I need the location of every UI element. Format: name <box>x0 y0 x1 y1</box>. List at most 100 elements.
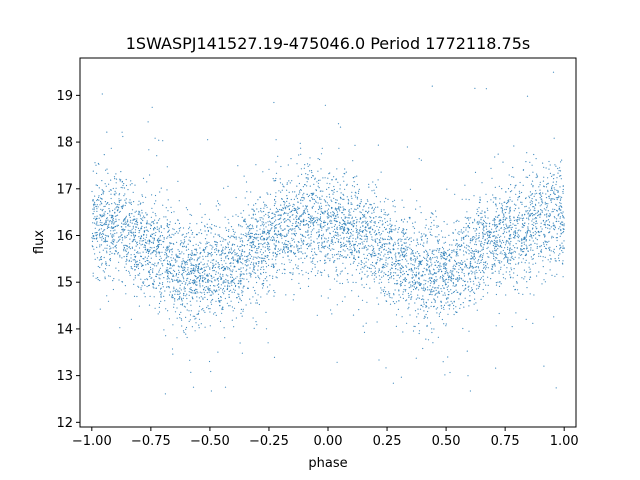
data-point <box>412 252 414 254</box>
data-point <box>421 304 423 306</box>
data-point <box>473 291 475 293</box>
data-point <box>201 271 204 274</box>
data-point <box>500 266 502 268</box>
data-point <box>111 214 113 217</box>
data-point <box>232 235 234 237</box>
data-point <box>518 219 520 221</box>
data-point <box>493 263 496 265</box>
data-point <box>528 262 530 264</box>
data-point <box>279 218 281 220</box>
data-point <box>232 230 235 232</box>
data-point <box>344 267 346 269</box>
data-point <box>369 203 371 205</box>
data-point <box>314 221 316 223</box>
data-point <box>289 182 291 184</box>
data-point <box>260 273 262 275</box>
data-point <box>319 217 321 219</box>
data-point <box>209 308 211 310</box>
data-point <box>503 241 505 243</box>
data-point <box>490 199 492 201</box>
data-point <box>559 235 561 237</box>
data-point <box>276 269 278 271</box>
data-point <box>116 232 118 234</box>
data-point <box>480 217 482 219</box>
data-point <box>280 235 282 237</box>
data-point <box>470 281 472 283</box>
data-point <box>125 217 127 219</box>
data-point <box>188 310 190 312</box>
data-point <box>475 278 477 280</box>
data-point <box>383 248 385 250</box>
data-point <box>492 272 494 274</box>
data-point <box>248 272 250 274</box>
data-point <box>383 238 385 240</box>
data-point <box>533 195 535 197</box>
data-point <box>299 287 301 289</box>
data-point <box>543 234 545 236</box>
data-point <box>141 209 143 211</box>
data-point <box>331 220 333 222</box>
data-point <box>295 255 297 257</box>
data-point <box>194 291 196 293</box>
data-point <box>177 180 179 182</box>
data-point <box>362 325 364 327</box>
data-point <box>270 228 272 230</box>
data-point <box>300 245 302 247</box>
data-point <box>266 286 269 288</box>
data-point <box>518 253 520 255</box>
data-point <box>426 242 428 244</box>
data-point <box>122 204 124 206</box>
data-point <box>510 269 513 271</box>
data-point <box>394 225 396 227</box>
data-point <box>447 301 449 303</box>
data-point <box>460 277 462 279</box>
data-point <box>179 296 181 298</box>
data-point <box>366 230 368 232</box>
data-point <box>262 271 265 274</box>
data-point <box>200 261 202 263</box>
data-point <box>531 180 534 182</box>
data-point <box>523 278 525 280</box>
data-point <box>333 237 335 239</box>
data-point <box>380 241 382 243</box>
data-point <box>468 266 471 268</box>
data-point <box>442 294 444 296</box>
data-point <box>535 212 537 215</box>
data-point <box>266 280 268 282</box>
data-point <box>215 260 217 262</box>
data-point <box>448 248 450 250</box>
data-point <box>288 225 290 228</box>
data-point <box>438 249 440 251</box>
data-point <box>195 292 197 294</box>
data-point <box>216 242 218 244</box>
data-point <box>455 243 457 245</box>
data-point <box>160 287 162 289</box>
data-point <box>91 232 94 235</box>
data-point <box>133 215 135 217</box>
data-point <box>462 261 464 263</box>
data-point <box>444 280 446 282</box>
data-point <box>411 296 413 298</box>
data-point <box>373 224 375 227</box>
data-point <box>372 246 374 248</box>
data-point <box>134 259 136 261</box>
data-point <box>236 245 239 247</box>
data-point <box>536 239 538 241</box>
data-point <box>439 264 441 266</box>
data-point <box>518 190 521 192</box>
data-point <box>117 253 119 255</box>
data-point <box>436 236 438 238</box>
data-point <box>414 255 416 257</box>
data-point <box>238 257 240 259</box>
data-point <box>372 181 374 183</box>
data-point <box>451 244 453 246</box>
data-point <box>119 236 121 238</box>
data-point <box>287 214 289 216</box>
data-point <box>125 223 127 225</box>
data-point <box>518 292 520 294</box>
data-point <box>233 288 235 290</box>
data-point <box>465 222 467 225</box>
data-point <box>142 243 144 245</box>
data-point <box>530 234 532 236</box>
data-point <box>140 228 142 230</box>
